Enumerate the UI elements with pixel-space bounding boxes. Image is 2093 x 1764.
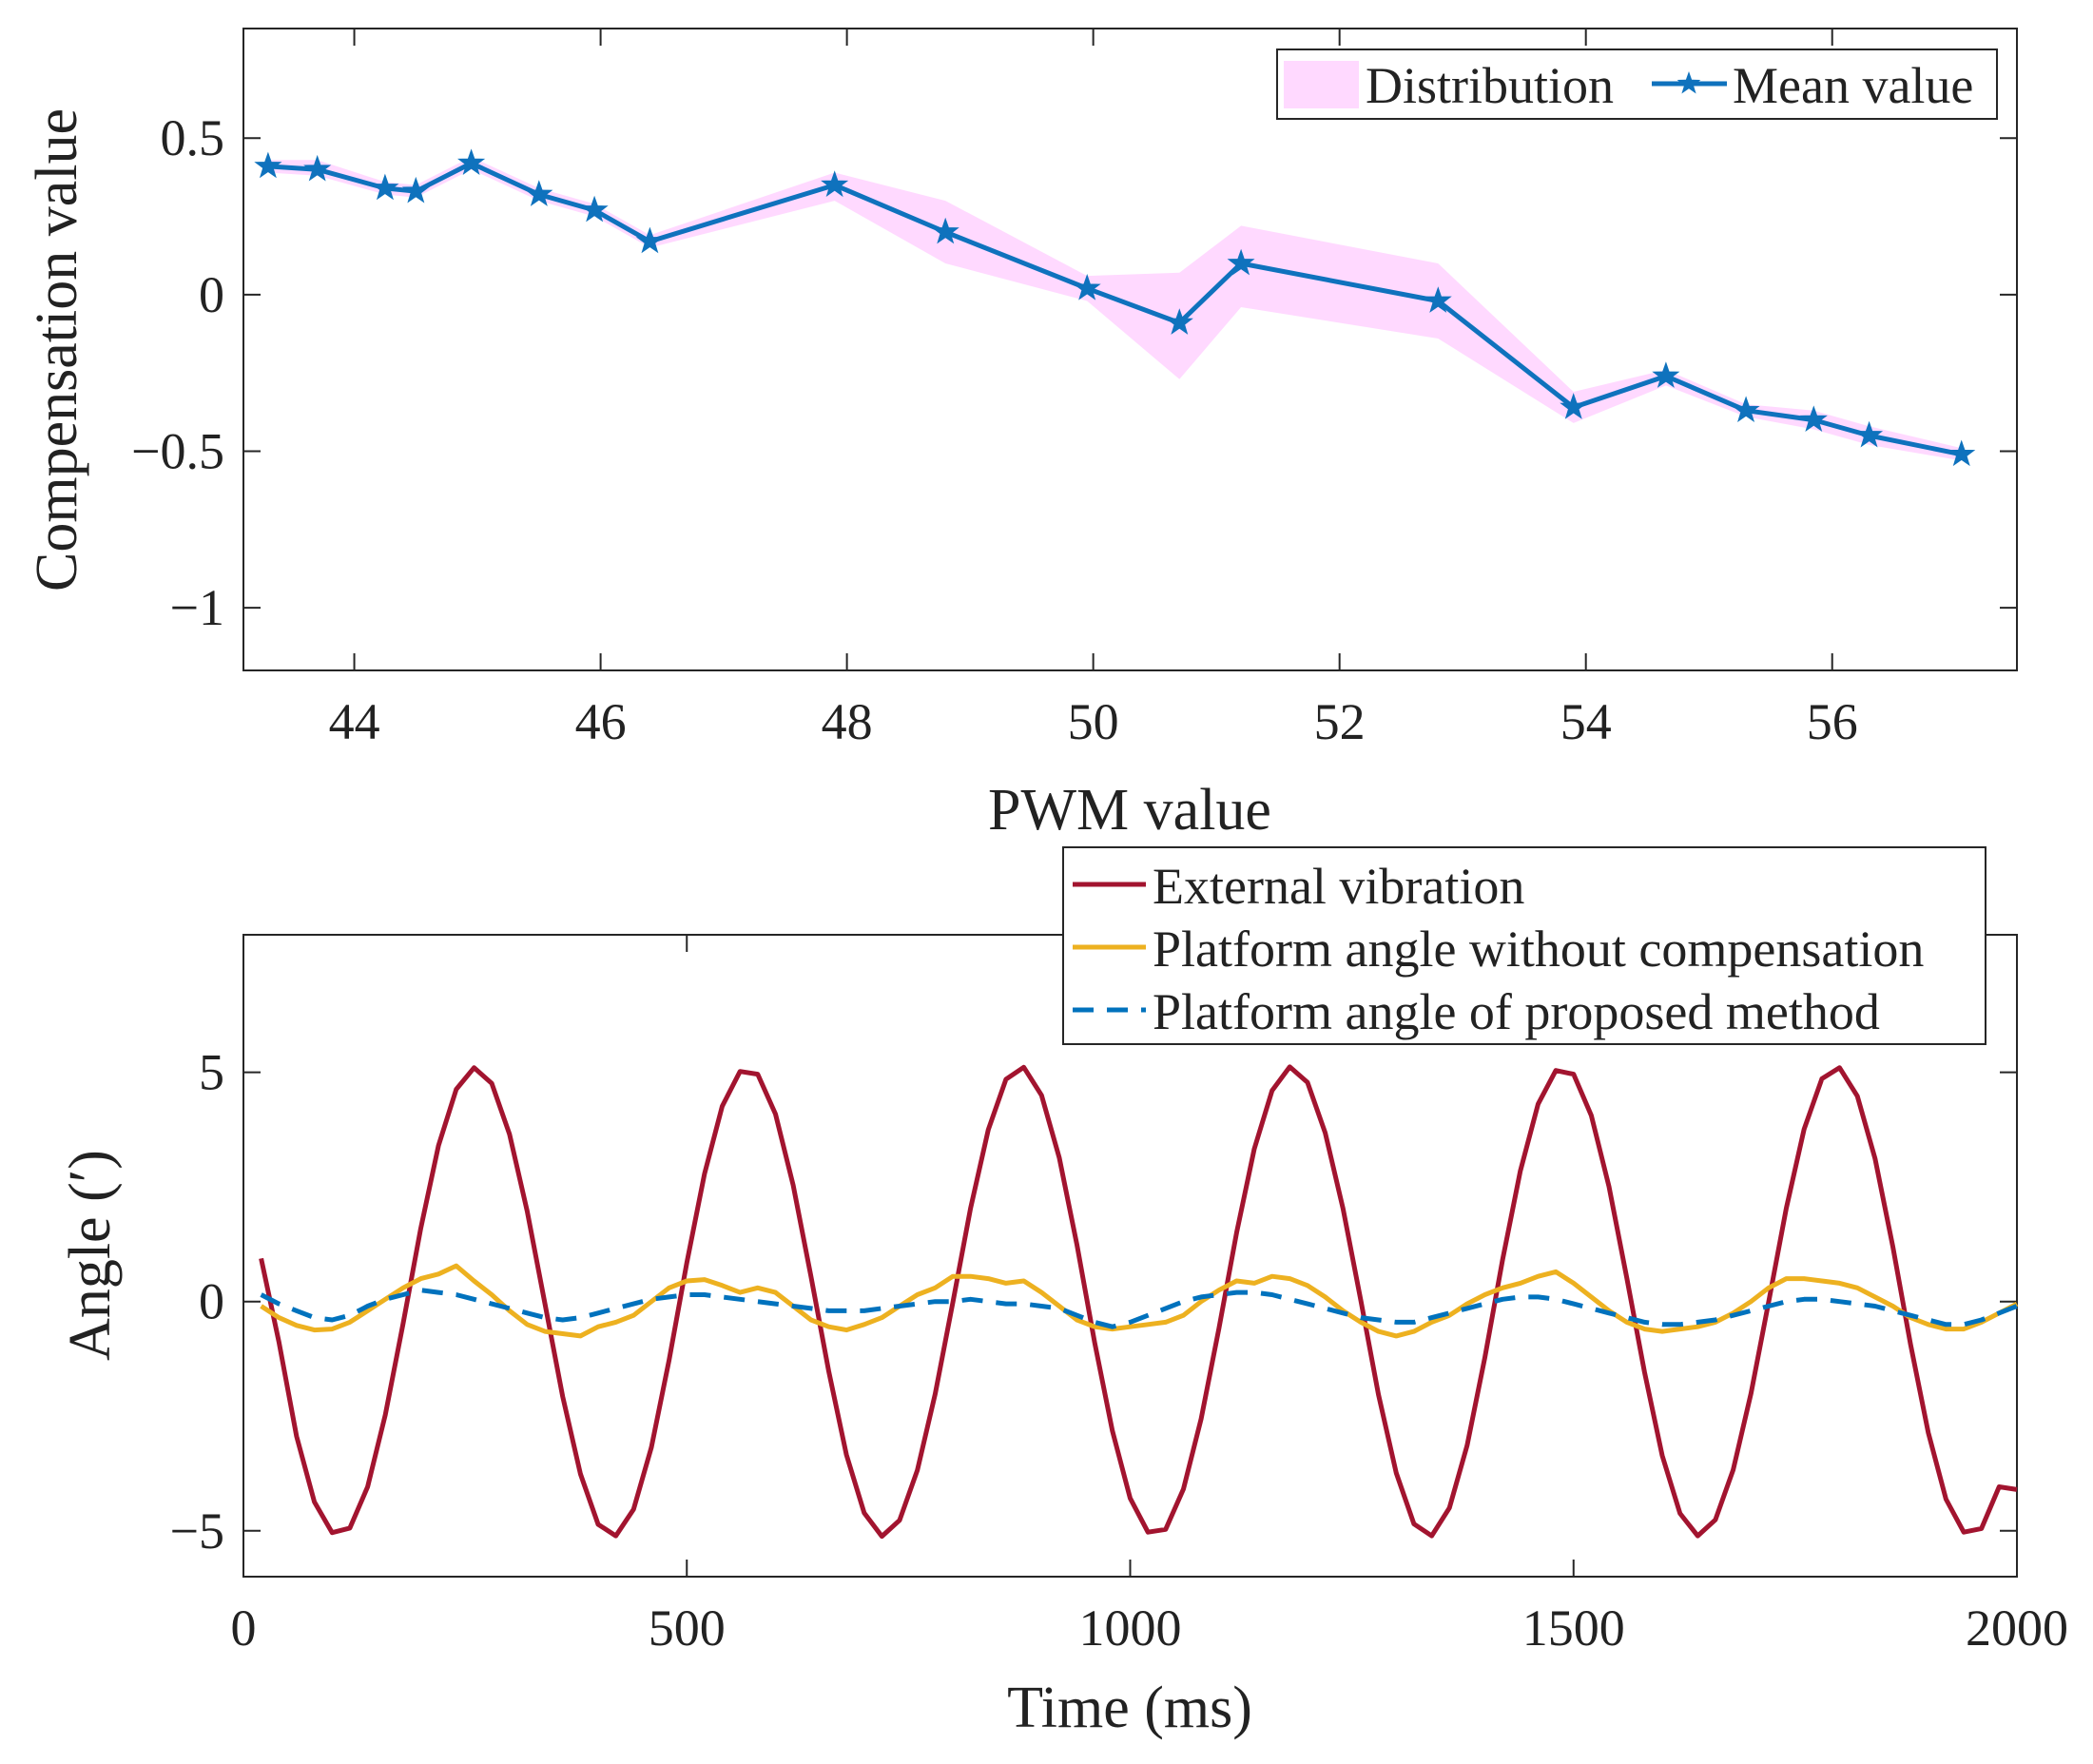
bottom-series [259, 1064, 2019, 1540]
y-tick-label: −0.5 [131, 423, 224, 480]
mean-value-point [303, 154, 332, 182]
mean-value-point [254, 151, 282, 179]
top-x-axis-label: PWM value [988, 778, 1271, 843]
mean-value-point [635, 226, 664, 254]
mean-value-point [1424, 286, 1452, 313]
external-vibration-line [259, 1064, 2018, 1540]
mean-value-point [1227, 248, 1255, 276]
x-tick-label: 46 [575, 693, 627, 750]
mean-value-point [1732, 396, 1760, 423]
top-axes-box [242, 28, 2018, 671]
legend-external-vibration-label: External vibration [1153, 858, 1524, 915]
x-tick-label: 54 [1560, 693, 1612, 750]
top-legend-box [1276, 48, 1998, 120]
legend-without-compensation-label: Platform angle without compensation [1153, 921, 1924, 978]
mean-value-point [1652, 361, 1680, 388]
mean-value-series [254, 148, 1976, 467]
mean-value-point [457, 148, 486, 175]
y-tick-label: −5 [170, 1502, 224, 1560]
top-legend: Distribution Mean value [1276, 48, 1998, 120]
mean-value-point [525, 180, 553, 206]
top-axis-ticks: 44 46 48 50 52 54 56 0.5 0 −0.5 −1 [131, 29, 2017, 750]
mean-value-point [580, 195, 609, 223]
x-tick-label: 1500 [1522, 1599, 1625, 1657]
distribution-band [267, 157, 1962, 461]
proposed-method-line [260, 1288, 2018, 1329]
x-tick-label: 52 [1314, 693, 1366, 750]
mean-value-point [1799, 405, 1828, 432]
y-tick-label: 0 [199, 266, 224, 323]
y-tick-label: −1 [170, 579, 224, 636]
mean-value-point [1073, 274, 1101, 300]
legend-mean-label: Mean value [1733, 57, 1973, 114]
x-tick-label: 56 [1807, 693, 1858, 750]
y-tick-label: 0 [199, 1273, 224, 1330]
legend-distribution-swatch [1284, 61, 1359, 108]
legend-proposed-method-label: Platform angle of proposed method [1153, 983, 1880, 1040]
legend-mean-star-marker [1676, 71, 1701, 94]
x-tick-label: 50 [1068, 693, 1119, 750]
without-compensation-line [260, 1263, 2019, 1339]
top-y-axis-label: Compensation value [25, 108, 89, 591]
bottom-x-axis-label: Time (ms) [1007, 1676, 1252, 1740]
mean-value-point [1948, 439, 1976, 467]
mean-value-line [267, 161, 1963, 457]
mean-value-point [931, 217, 959, 244]
distribution-area [267, 157, 1962, 461]
mean-value-point [1560, 393, 1588, 419]
bottom-legend-box [1062, 846, 1986, 1045]
bottom-y-axis-label: Angle (′) [58, 1150, 123, 1361]
y-tick-label: 5 [199, 1044, 224, 1101]
x-tick-label: 48 [822, 693, 873, 750]
legend-distribution-label: Distribution [1366, 57, 1614, 114]
mean-value-point [1855, 420, 1884, 448]
bottom-legend: External vibration Platform angle withou… [1062, 846, 1986, 1045]
mean-value-point [821, 170, 849, 198]
mean-value-point [401, 176, 430, 204]
x-tick-label: 500 [649, 1599, 726, 1657]
y-tick-label: 0.5 [161, 109, 225, 166]
x-tick-label: 2000 [1966, 1599, 2068, 1657]
x-tick-label: 1000 [1079, 1599, 1182, 1657]
mean-value-point [1165, 308, 1193, 335]
mean-value-point [371, 173, 399, 201]
top-panel: 44 46 48 50 52 54 56 0.5 0 −0.5 −1 PWM value Compe… [25, 28, 2018, 843]
x-tick-label: 0 [231, 1599, 257, 1657]
x-tick-label: 44 [329, 693, 380, 750]
